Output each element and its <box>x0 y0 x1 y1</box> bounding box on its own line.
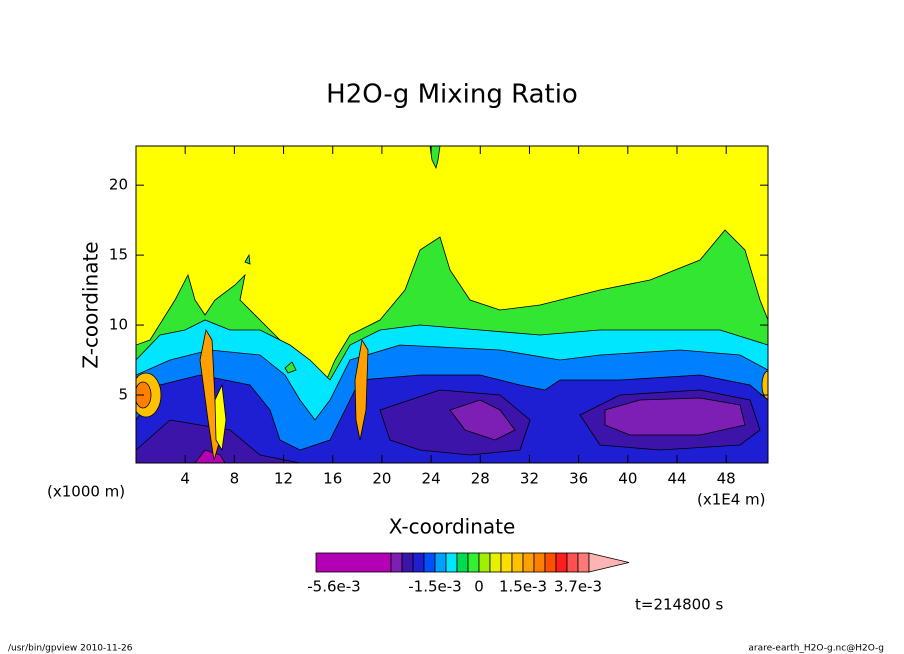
colorbar-segment <box>533 552 546 573</box>
x-tick-label: 32 <box>520 470 539 488</box>
colorbar-tick-label: -5.6e-3 <box>307 578 360 596</box>
colorbar-segment <box>478 552 491 573</box>
x-tick-label: 8 <box>230 470 240 488</box>
x-axis-label: X-coordinate <box>389 515 516 539</box>
y-tick-label: 15 <box>109 246 128 264</box>
x-unit-label: (x1E4 m) <box>697 491 766 509</box>
y-tick-label: 10 <box>109 316 128 334</box>
x-tick-label: 40 <box>618 470 637 488</box>
colorbar-segment <box>412 552 425 573</box>
plot-frame <box>135 145 769 464</box>
x-tick-label: 12 <box>274 470 293 488</box>
colorbar-segment <box>445 552 458 573</box>
colorbar-segment <box>577 552 590 573</box>
colorbar-extend <box>588 552 630 573</box>
contour-field <box>136 146 768 463</box>
colorbar-tick-label: -1.5e-3 <box>408 578 461 596</box>
footer-left: /usr/bin/gpview 2010-11-26 <box>8 644 133 654</box>
x-tick-label: 28 <box>471 470 490 488</box>
x-tick-label: 4 <box>180 470 190 488</box>
colorbar-segment <box>401 552 414 573</box>
colorbar-segment <box>555 552 568 573</box>
colorbar-segment <box>390 552 403 573</box>
x-tick-label: 16 <box>323 470 342 488</box>
footer-right: arare-earth_H2O-g.nc@H2O-g <box>748 644 884 654</box>
time-annotation: t=214800 s <box>635 596 723 614</box>
colorbar-tick-label: 3.7e-3 <box>554 578 602 596</box>
colorbar-segment <box>511 552 524 573</box>
colorbar-segment <box>544 552 557 573</box>
x-tick-label: 48 <box>717 470 736 488</box>
y-tick-label: 20 <box>109 176 128 194</box>
colorbar-segment <box>423 552 436 573</box>
colorbar-segment <box>456 552 469 573</box>
y-unit-label: (x1000 m) <box>47 483 125 501</box>
y-axis-label: Z-coordinate <box>79 241 103 368</box>
colorbar-segment <box>315 552 392 573</box>
x-tick-label: 24 <box>422 470 441 488</box>
colorbar-tick-label: 0 <box>474 578 484 596</box>
colorbar-segment <box>489 552 502 573</box>
colorbar-segment <box>467 552 480 573</box>
colorbar-tick-label: 1.5e-3 <box>499 578 547 596</box>
colorbar-segment <box>522 552 535 573</box>
y-tick-label: 5 <box>118 386 128 404</box>
colorbar-segment <box>500 552 513 573</box>
colorbar-segment <box>434 552 447 573</box>
x-tick-label: 36 <box>569 470 588 488</box>
chart-title: H2O-g Mixing Ratio <box>326 80 578 110</box>
x-tick-label: 44 <box>667 470 686 488</box>
x-tick-label: 20 <box>372 470 391 488</box>
colorbar-segment <box>566 552 579 573</box>
